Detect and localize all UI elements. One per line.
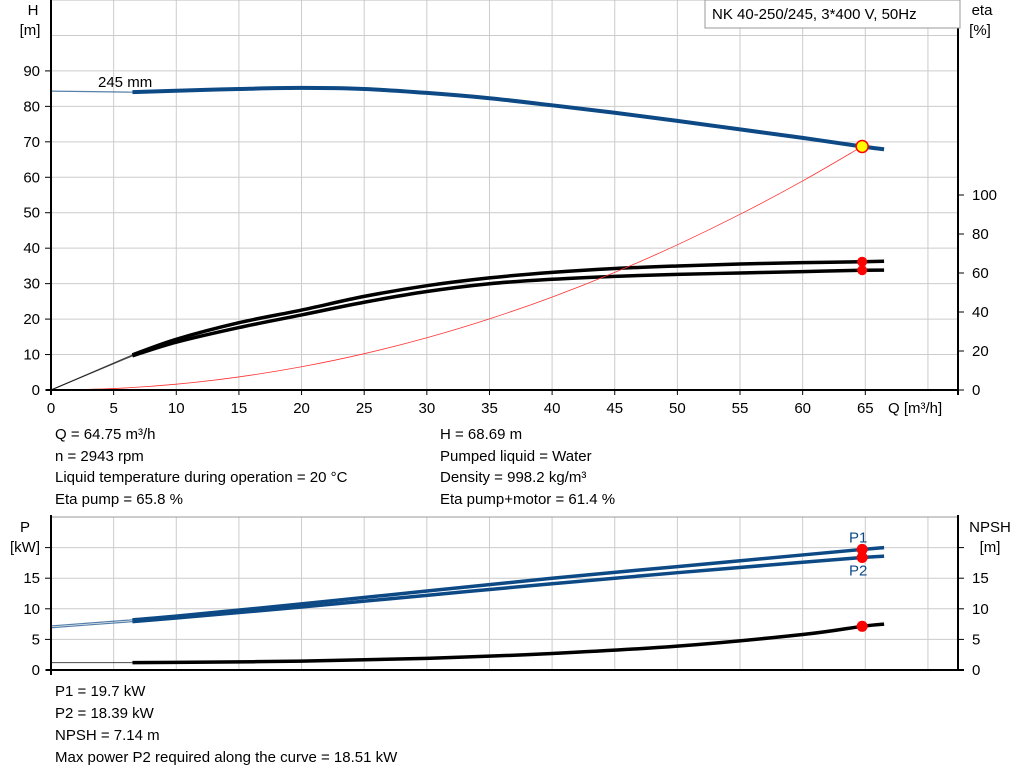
y2-tick-label: 5 <box>972 631 980 648</box>
label-p1: P1 <box>849 529 867 546</box>
duty-point-p1 <box>856 543 868 555</box>
info-q: Q = 64.75 m³/h <box>55 426 156 443</box>
npsh-axis-label: NPSH <box>969 519 1011 536</box>
duty-point-head <box>855 139 869 154</box>
system-curve <box>50 146 863 391</box>
y-tick-label: 50 <box>23 205 40 222</box>
y-tick-label: 15 <box>23 570 40 587</box>
y2-tick-label: 60 <box>972 265 989 282</box>
y-tick-label: 40 <box>23 240 40 257</box>
y-axis-unit: [m] <box>20 22 41 39</box>
y2-tick-label: 80 <box>972 226 989 243</box>
x-tick-label: 55 <box>732 400 749 417</box>
y-tick-label: 70 <box>23 134 40 151</box>
y2-axis-unit: [%] <box>969 22 991 39</box>
p2-curve-extension <box>50 621 133 629</box>
x-tick-label: 65 <box>857 400 874 417</box>
info-eta-total: Eta pump+motor = 61.4 % <box>440 491 616 509</box>
y2-tick-label: 15 <box>972 570 989 587</box>
head-curve-extension <box>50 90 133 93</box>
eta-total-curve <box>131 268 885 358</box>
x-tick-label: 50 <box>669 400 686 417</box>
p2-curve <box>132 554 885 624</box>
y2-tick-label: 20 <box>972 343 989 360</box>
npsh-axis-unit: [m] <box>980 539 1001 556</box>
npsh-curve <box>132 622 885 665</box>
info-p1: P1 = 19.7 kW <box>55 683 146 700</box>
info-npsh: NPSH = 7.14 m <box>55 727 160 744</box>
y-axis-label: H <box>28 2 39 19</box>
x-tick-label: 10 <box>168 400 185 417</box>
p1-curve <box>132 545 885 622</box>
x-tick-label: 25 <box>356 400 373 417</box>
y-tick-label: 60 <box>23 169 40 186</box>
info-liquid: Pumped liquid = Water <box>440 447 592 465</box>
duty-points: P1 P2 <box>849 139 869 632</box>
info-density: Density = 998.2 kg/m³ <box>440 469 587 487</box>
plot-border <box>50 516 959 671</box>
eta-total-curve-extension <box>50 355 133 391</box>
label-p2: P2 <box>849 562 867 579</box>
duty-point-eta <box>857 265 868 276</box>
curves <box>50 85 885 665</box>
y-tick-label: 0 <box>32 662 40 679</box>
info-n: n = 2943 rpm <box>55 447 144 465</box>
y-tick-label: 90 <box>23 63 40 80</box>
title-box: NK 40-250/245, 3*400 V, 50Hz <box>704 0 961 29</box>
y2-tick-label: 40 <box>972 304 989 321</box>
y2-tick-label: 10 <box>972 601 989 618</box>
eta-pump-curve <box>131 259 885 357</box>
plot-border <box>50 0 959 391</box>
curve-label-impeller: 245 mm <box>98 74 152 91</box>
info-top-right: H = 68.69 m Pumped liquid = Water Densit… <box>440 424 615 511</box>
chart-title: NK 40-250/245, 3*400 V, 50Hz <box>712 6 917 23</box>
info-max-p2: Max power P2 required along the curve = … <box>55 749 398 766</box>
y2-tick-label: 0 <box>972 662 980 679</box>
x-axis-label: Q [m³/h] <box>888 400 942 417</box>
y-tick-label: 5 <box>32 631 40 648</box>
duty-point-eta <box>857 256 868 267</box>
info-top-left: Q = 64.75 m³/h n = 2943 rpm Liquid tempe… <box>55 424 347 511</box>
y-tick-label: 10 <box>23 601 40 618</box>
x-tick-label: 40 <box>544 400 561 417</box>
x-tick-label: 20 <box>293 400 310 417</box>
x-tick-label: 35 <box>481 400 498 417</box>
y-tick-label: 80 <box>23 98 40 115</box>
y2-tick-label: 0 <box>972 382 980 399</box>
p1-curve-extension <box>50 619 133 627</box>
y-tick-label: 10 <box>23 347 40 364</box>
p-axis-label: P <box>20 519 30 536</box>
x-tick-label: 45 <box>606 400 623 417</box>
info-bottom: P1 = 19.7 kW P2 = 18.39 kW NPSH = 7.14 m… <box>55 681 397 769</box>
y2-tick-label: 100 <box>972 187 997 204</box>
axes: 0 5 10 15 20 25 30 35 40 45 50 55 60 65 Q [m³/h]010203… <box>10 0 1011 679</box>
head-curve <box>132 85 885 152</box>
info-h: H = 68.69 m <box>440 426 523 443</box>
info-eta-pump: Eta pump = 65.8 % <box>55 491 183 509</box>
x-tick-label: 60 <box>794 400 811 417</box>
x-tick-label: 15 <box>231 400 248 417</box>
y2-axis-label: eta <box>972 2 994 19</box>
x-tick-label: 30 <box>418 400 435 417</box>
top-grid <box>50 0 959 391</box>
duty-point-p2 <box>856 551 868 563</box>
info-temp: Liquid temperature during operation = 20… <box>55 469 348 487</box>
y-tick-label: 30 <box>23 276 40 293</box>
bottom-grid <box>50 516 959 671</box>
x-tick-label: 5 <box>109 400 117 417</box>
y-tick-label: 20 <box>23 311 40 328</box>
y-tick-label: 0 <box>32 382 40 399</box>
info-p2: P2 = 18.39 kW <box>55 705 154 722</box>
p-axis-unit: [kW] <box>10 539 40 556</box>
x-tick-label: 0 <box>47 400 55 417</box>
duty-point-npsh <box>856 620 868 632</box>
